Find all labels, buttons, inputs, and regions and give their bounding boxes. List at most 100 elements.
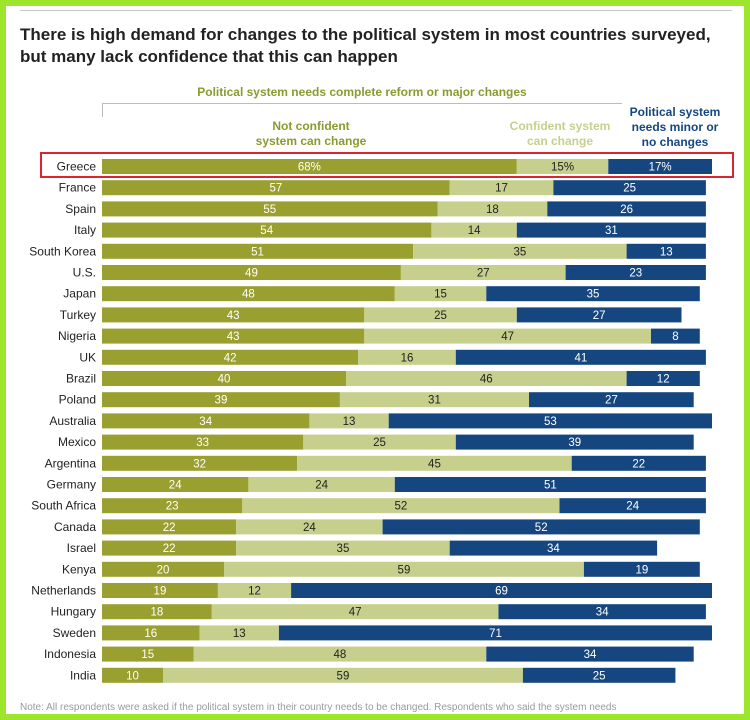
bar-south-korea-series-1: [413, 243, 627, 259]
value-label-greece-series-2: 17%: [649, 162, 672, 174]
country-label-italy: Italy: [74, 223, 96, 237]
bar-sweden-series-2: [278, 625, 712, 641]
value-label-sweden-series-2: 71: [489, 628, 502, 640]
bar-uk-series-2: [455, 349, 706, 365]
value-label-germany-series-1: 24: [315, 480, 328, 492]
bar-australia-series-2: [388, 413, 712, 429]
value-label-argentina-series-0: 32: [193, 458, 206, 470]
value-label-canada-series-2: 52: [535, 522, 548, 534]
legend-minor-line-1: Political system: [629, 105, 721, 119]
country-label-netherlands: Netherlands: [31, 584, 96, 598]
value-label-uk-series-0: 42: [224, 352, 237, 364]
value-label-spain-series-0: 55: [263, 204, 276, 216]
bar-argentina-series-1: [297, 455, 572, 471]
country-label-brazil: Brazil: [66, 372, 96, 386]
value-label-indonesia-series-2: 34: [584, 649, 597, 661]
country-label-south-korea: South Korea: [29, 244, 96, 258]
value-label-germany-series-2: 51: [544, 480, 557, 492]
bar-germany-series-2: [394, 477, 706, 492]
greece-highlight-box: [40, 152, 734, 178]
value-label-japan-series-1: 15: [434, 289, 447, 301]
bar-japan-series-1: [394, 286, 487, 302]
group-header: Political system needs complete reform o…: [197, 85, 527, 99]
bar-australia-series-1: [309, 413, 389, 429]
value-label-poland-series-1: 31: [428, 395, 441, 407]
bar-brazil-series-2: [626, 371, 700, 386]
value-label-italy-series-0: 54: [260, 225, 273, 237]
bar-australia-series-0: [102, 413, 310, 429]
bar-italy-series-1: [431, 222, 517, 238]
bar-turkey-series-1: [364, 307, 517, 323]
bar-argentina-series-2: [571, 455, 706, 471]
bar-greece-series-2: [608, 159, 712, 174]
bar-south-africa-series-1: [242, 498, 560, 514]
value-label-sweden-series-1: 13: [233, 628, 246, 640]
stacked-bar-chart: Greece 68% 15% 17% France 57 17 25 Spain 55 18 26 It…: [29, 159, 712, 683]
value-label-south-africa-series-0: 23: [166, 501, 179, 513]
bar-south-korea-series-0: [102, 243, 414, 259]
value-label-australia-series-1: 13: [343, 416, 356, 428]
value-label-germany-series-0: 24: [169, 480, 182, 492]
value-label-nigeria-series-0: 43: [227, 331, 240, 343]
value-label-sweden-series-0: 16: [144, 628, 157, 640]
value-label-turkey-series-0: 43: [227, 310, 240, 322]
bar-brazil-series-1: [346, 371, 627, 386]
bar-france-series-0: [102, 180, 450, 196]
bar-italy-series-0: [102, 222, 432, 238]
value-label-south-korea-series-1: 35: [513, 246, 526, 258]
bar-south-africa-series-0: [102, 498, 243, 514]
country-label-turkey: Turkey: [60, 308, 96, 322]
value-label-argentina-series-2: 22: [632, 458, 645, 470]
bar-netherlands-series-2: [291, 583, 712, 598]
bar-poland-series-1: [339, 392, 529, 408]
country-label-sweden: Sweden: [53, 626, 96, 640]
value-label-kenya-series-0: 20: [157, 564, 170, 576]
value-label-hungary-series-0: 18: [151, 607, 164, 619]
bar-kenya-series-1: [224, 561, 584, 577]
value-label-australia-series-0: 34: [199, 416, 212, 428]
chart-frame: There is high demand for changes to the …: [6, 6, 744, 714]
bar-netherlands-series-1: [217, 583, 292, 598]
bar-sweden-series-1: [199, 625, 279, 641]
legend-minor-line-2: needs minor or: [631, 120, 719, 134]
bar-hungary-series-1: [211, 604, 499, 620]
value-label-turkey-series-1: 25: [434, 310, 447, 322]
country-label-poland: Poland: [59, 393, 96, 407]
value-label-indonesia-series-0: 15: [141, 649, 154, 661]
group-bracket: [102, 103, 622, 117]
value-label-uk-series-1: 16: [401, 352, 414, 364]
value-label-uk-series-2: 41: [574, 352, 587, 364]
value-label-south-korea-series-0: 51: [251, 246, 264, 258]
value-label-spain-series-2: 26: [620, 204, 633, 216]
value-label-kenya-series-1: 59: [398, 564, 411, 576]
country-label-canada: Canada: [54, 520, 96, 534]
value-label-spain-series-1: 18: [486, 204, 499, 216]
value-label-italy-series-1: 14: [468, 225, 481, 237]
legend-not-confident-line-2: system can change: [255, 134, 367, 148]
value-label-u-s-series-0: 49: [245, 268, 258, 280]
bar-u-s-series-1: [400, 265, 566, 280]
bar-south-africa-series-2: [559, 498, 706, 514]
country-label-japan: Japan: [63, 287, 96, 301]
country-label-india: India: [70, 668, 96, 682]
bar-turkey-series-0: [102, 307, 365, 323]
value-label-india-series-1: 59: [337, 670, 350, 682]
bar-greece-series-0: [102, 159, 517, 174]
value-label-india-series-0: 10: [126, 670, 139, 682]
value-label-hungary-series-1: 47: [349, 607, 362, 619]
country-label-germany: Germany: [47, 478, 96, 492]
bar-nigeria-series-1: [364, 328, 651, 344]
legend-not-confident-line-1: Not confident: [272, 119, 350, 133]
bar-mexico-series-1: [303, 434, 456, 450]
value-label-india-series-2: 25: [593, 670, 606, 682]
bar-spain-series-0: [102, 201, 438, 217]
bar-israel-series-0: [102, 540, 237, 556]
bar-india-series-2: [522, 667, 676, 683]
legend-confident: Confident system can change: [504, 119, 616, 149]
bar-uk-series-0: [102, 349, 359, 365]
value-label-nigeria-series-1: 47: [501, 331, 514, 343]
value-label-mexico-series-2: 39: [568, 437, 581, 449]
country-label-nigeria: Nigeria: [58, 329, 96, 343]
value-label-poland-series-0: 39: [215, 395, 228, 407]
value-label-brazil-series-2: 12: [657, 374, 670, 386]
